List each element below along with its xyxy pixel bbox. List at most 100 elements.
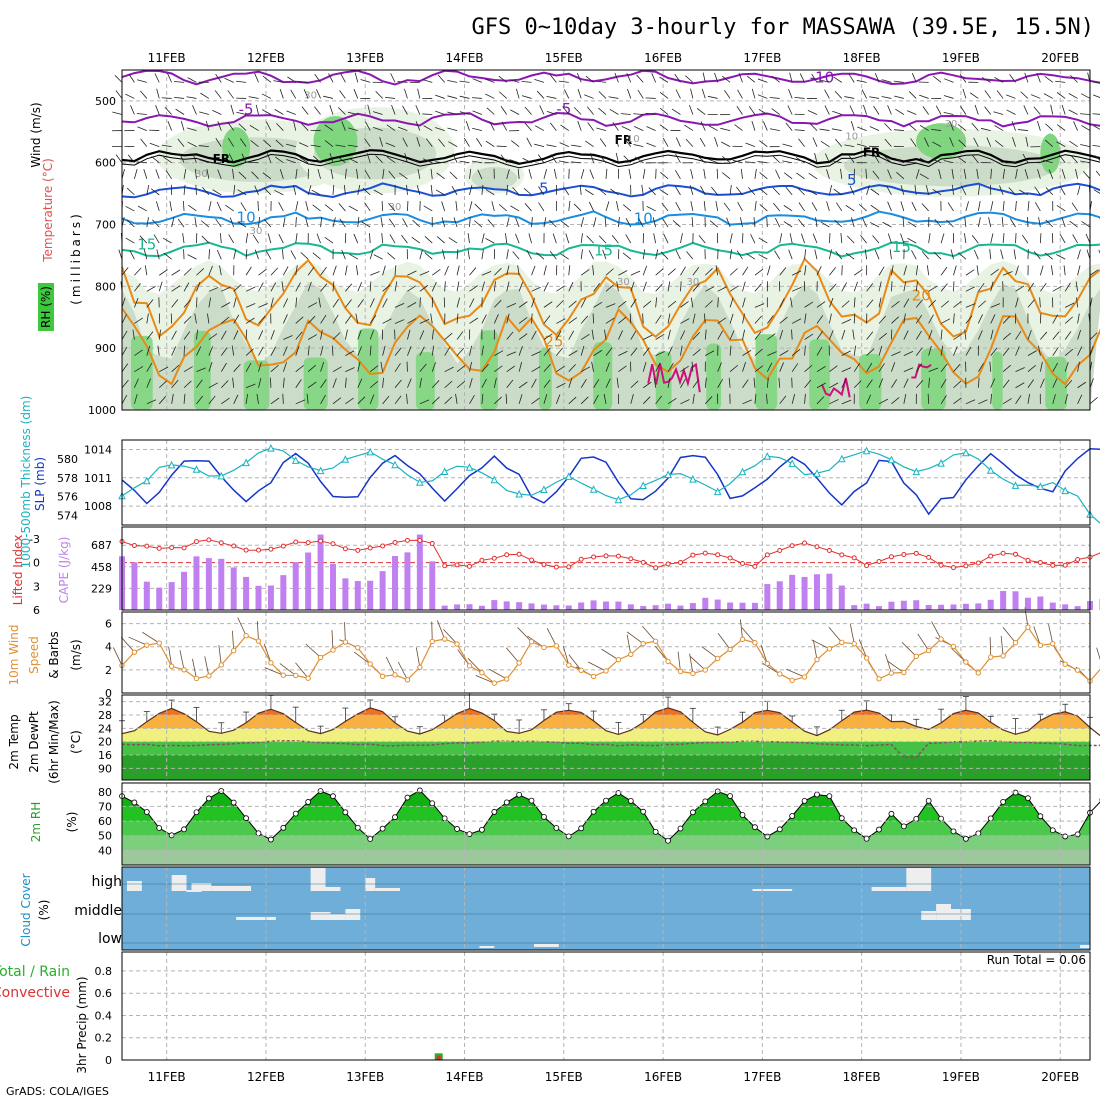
wind-barb xyxy=(893,80,904,83)
wind-barb xyxy=(390,73,396,83)
cape-bar xyxy=(367,580,374,610)
wind-barb xyxy=(1001,217,1004,228)
wind-barb xyxy=(560,220,570,228)
wind-barb xyxy=(819,79,830,83)
wind-barb xyxy=(344,377,347,388)
wind-barb xyxy=(883,155,892,164)
wind-barb xyxy=(971,234,979,244)
wind-barb xyxy=(416,136,421,147)
wind-barb xyxy=(729,330,735,340)
wind-barb xyxy=(415,121,421,131)
wind-barb xyxy=(182,233,185,244)
rh2m-marker xyxy=(503,799,510,806)
wind-barb xyxy=(605,284,614,292)
wind10-marker xyxy=(950,643,957,650)
precip-tick-label: 0 xyxy=(105,1054,112,1067)
wind10-marker xyxy=(243,633,249,639)
date-label-top: 12FEB xyxy=(247,51,285,65)
wind-barb xyxy=(1073,121,1078,131)
wind-barb xyxy=(233,297,237,308)
wind-barb xyxy=(348,127,358,131)
rh2m-marker xyxy=(156,825,163,831)
wind-barb xyxy=(410,158,421,164)
wind-barb xyxy=(953,333,963,340)
wind-barb xyxy=(618,300,627,308)
wind-barb xyxy=(605,317,615,324)
wind-barb xyxy=(265,121,272,131)
wind-barb xyxy=(146,184,150,195)
contour-label: FR xyxy=(615,133,632,147)
wind-barb xyxy=(878,297,882,308)
precip-tick-label: 0.8 xyxy=(95,965,113,978)
wind-barb xyxy=(663,233,669,244)
wind-barb xyxy=(357,184,361,195)
wind-barb xyxy=(680,266,686,276)
rh2m-marker xyxy=(441,815,448,822)
wind-barb xyxy=(692,393,695,404)
cape-bar xyxy=(305,552,312,610)
cloud-bar xyxy=(171,875,187,891)
cloud-bar xyxy=(325,887,341,891)
wind-barb xyxy=(474,220,483,228)
wind-barb xyxy=(971,122,979,131)
wind-barb xyxy=(139,235,148,244)
wind-barb xyxy=(736,186,743,196)
wind-barb xyxy=(472,78,483,83)
cape-bar xyxy=(528,603,535,610)
wind-barb xyxy=(799,73,805,83)
wind-barb xyxy=(316,89,321,99)
wind-barb xyxy=(993,111,1004,115)
wind-barb xyxy=(220,347,228,356)
wind-barb xyxy=(394,379,402,388)
wind-barb xyxy=(911,73,917,83)
wind-barb xyxy=(976,265,979,276)
date-label-top: 19FEB xyxy=(942,51,980,65)
wind10-barb xyxy=(587,661,607,672)
wind-barb xyxy=(625,234,632,244)
wind-barb xyxy=(399,172,408,180)
wind-barb xyxy=(894,95,904,99)
cape-bar xyxy=(764,584,771,610)
wind-barb xyxy=(626,73,632,83)
wind-barb xyxy=(973,137,979,147)
wind-barb xyxy=(643,381,652,389)
date-label-bottom: 11FEB xyxy=(148,1070,186,1084)
wind-barb xyxy=(630,330,637,340)
wind-barb xyxy=(884,123,892,131)
wind-barb xyxy=(703,168,706,179)
wind-barb xyxy=(295,346,300,356)
wind-barb xyxy=(1064,331,1072,340)
wind-barb xyxy=(573,107,582,115)
wind-barb xyxy=(341,121,346,131)
wind-barb xyxy=(1089,269,1099,276)
wind-barb xyxy=(622,252,632,260)
wind-barb xyxy=(990,347,998,356)
wind-barb xyxy=(734,124,743,131)
wind-barb xyxy=(369,233,371,244)
wind-barb xyxy=(1056,254,1066,260)
wind-barb xyxy=(858,203,867,212)
wind-barb xyxy=(618,316,627,324)
wind-barb xyxy=(367,104,371,115)
wind-barb xyxy=(742,399,752,405)
wind-barb xyxy=(935,105,942,115)
run-total-label: Run Total = 0.06 xyxy=(987,953,1086,967)
wind-barb xyxy=(171,393,174,404)
wind-barb xyxy=(584,189,594,196)
wind-barb xyxy=(591,361,594,372)
li-marker xyxy=(1013,551,1019,557)
wind-barb xyxy=(940,266,948,276)
wind-barb xyxy=(598,107,607,115)
date-axes: 11FEB11FEB12FEB12FEB13FEB13FEB14FEB14FEB… xyxy=(148,51,1080,1084)
wind-barb xyxy=(121,346,128,356)
wind-barb xyxy=(129,250,135,260)
contour-label: 10 xyxy=(627,134,640,145)
wind-barb xyxy=(950,249,954,260)
wind-barb xyxy=(605,347,613,356)
wind-barb xyxy=(295,365,304,372)
temperature-contour xyxy=(121,111,1100,128)
wind-barb xyxy=(870,204,880,212)
wind-barb xyxy=(742,266,749,276)
wind-barb xyxy=(506,331,514,340)
wind-barb xyxy=(254,73,259,83)
